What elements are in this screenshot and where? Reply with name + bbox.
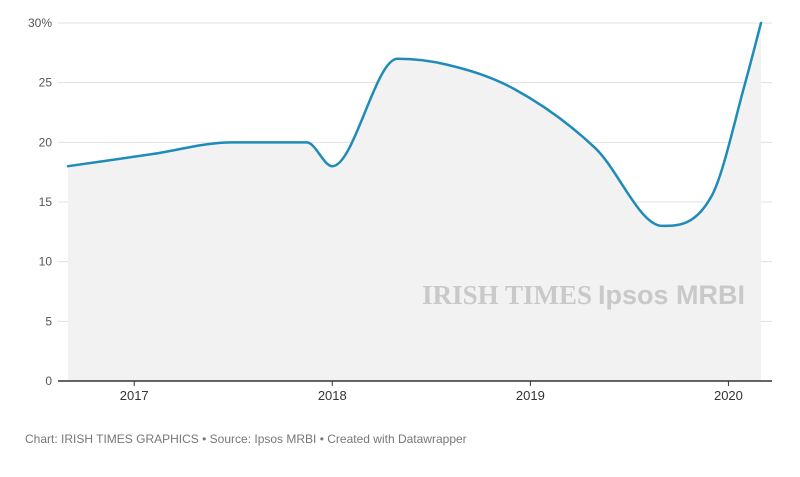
- x-tick-label: 2017: [120, 388, 149, 403]
- y-tick-label: 5: [45, 314, 52, 328]
- watermark-ipsos-mrbi: Ipsos MRBI: [598, 280, 745, 310]
- y-tick-label: 20: [39, 135, 53, 149]
- y-tick-label: 0: [45, 374, 52, 388]
- watermark-irish-times: IRISH TIMES: [422, 280, 592, 310]
- chart-credit: Chart: IRISH TIMES GRAPHICS • Source: Ip…: [25, 432, 467, 446]
- x-tick-label: 2018: [318, 388, 347, 403]
- x-tick-label: 2020: [714, 388, 743, 403]
- area-fill: [68, 23, 761, 381]
- watermark: IRISH TIMES Ipsos MRBI: [422, 280, 745, 310]
- y-tick-label: 25: [39, 76, 53, 90]
- x-tick-label: 2019: [516, 388, 545, 403]
- area-fill-layer: [68, 23, 761, 381]
- y-tick-label: 15: [39, 195, 53, 209]
- y-tick-label: 10: [39, 255, 53, 269]
- series-line-layer: [66, 21, 763, 228]
- series-line: [66, 21, 763, 228]
- axes: 0 5 10 15 20 25 30% 2017 2018 2019 2020: [28, 16, 772, 403]
- y-tick-label: 30%: [28, 16, 52, 30]
